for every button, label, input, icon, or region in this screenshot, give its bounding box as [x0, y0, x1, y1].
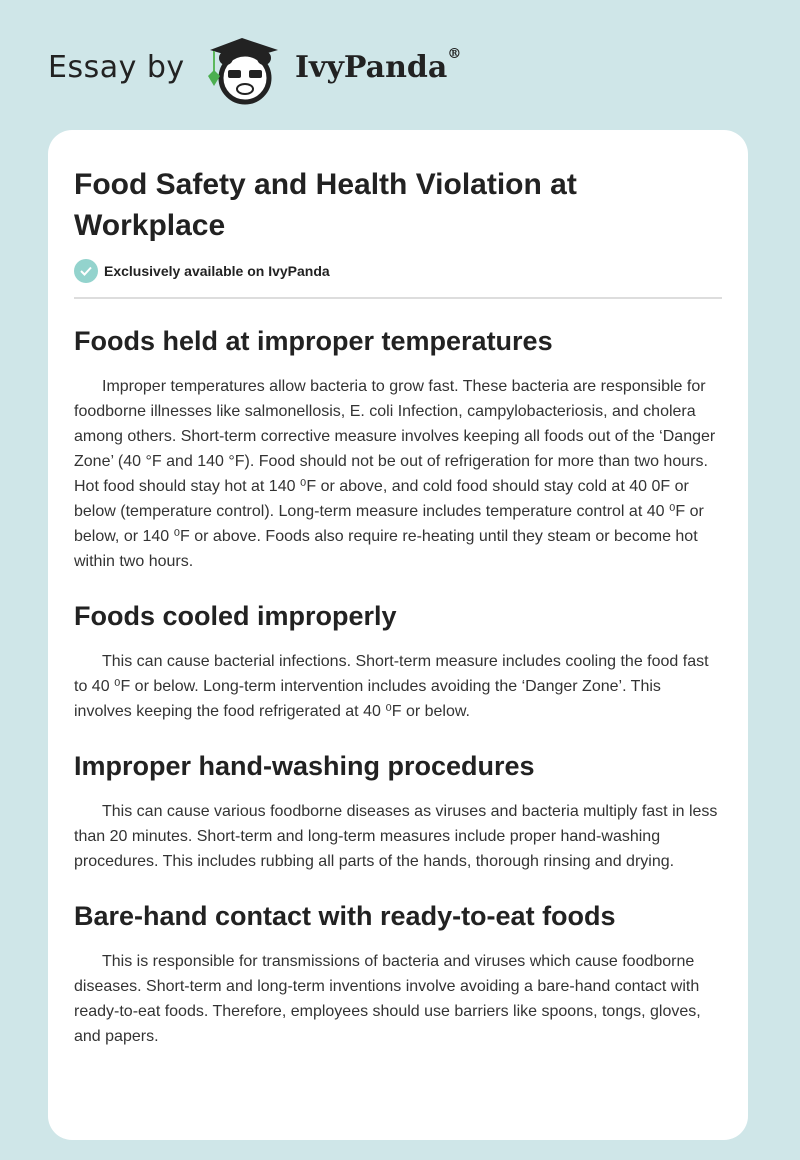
divider: [74, 297, 722, 299]
essay-by-label: Essay by: [48, 50, 185, 85]
section-body: This is responsible for transmissions of…: [74, 953, 701, 1045]
section-body: This can cause various foodborne disease…: [74, 803, 718, 870]
section-heading: Bare-hand contact with ready-to-eat food…: [74, 901, 616, 931]
section-heading: Foods cooled improperly: [74, 601, 397, 631]
brand-name: IvyPanda®: [295, 46, 462, 85]
essay-card: Food Safety and Health Violation at Work…: [48, 130, 748, 1140]
check-icon: [74, 259, 98, 283]
ivypanda-logo-icon[interactable]: [200, 34, 290, 106]
exclusive-badge: Exclusively available on IvyPanda: [74, 259, 722, 283]
section-body: This can cause bacterial infections. Sho…: [74, 653, 709, 720]
site-header: Essay by IvyPanda®: [0, 0, 800, 130]
section-heading: Improper hand-washing procedures: [74, 751, 535, 781]
badge-text: Exclusively available on IvyPanda: [104, 263, 330, 279]
section-heading: Foods held at improper temperatures: [74, 326, 553, 356]
section-body: Improper temperatures allow bacteria to …: [74, 378, 716, 570]
page-title: Food Safety and Health Violation at Work…: [74, 168, 577, 242]
